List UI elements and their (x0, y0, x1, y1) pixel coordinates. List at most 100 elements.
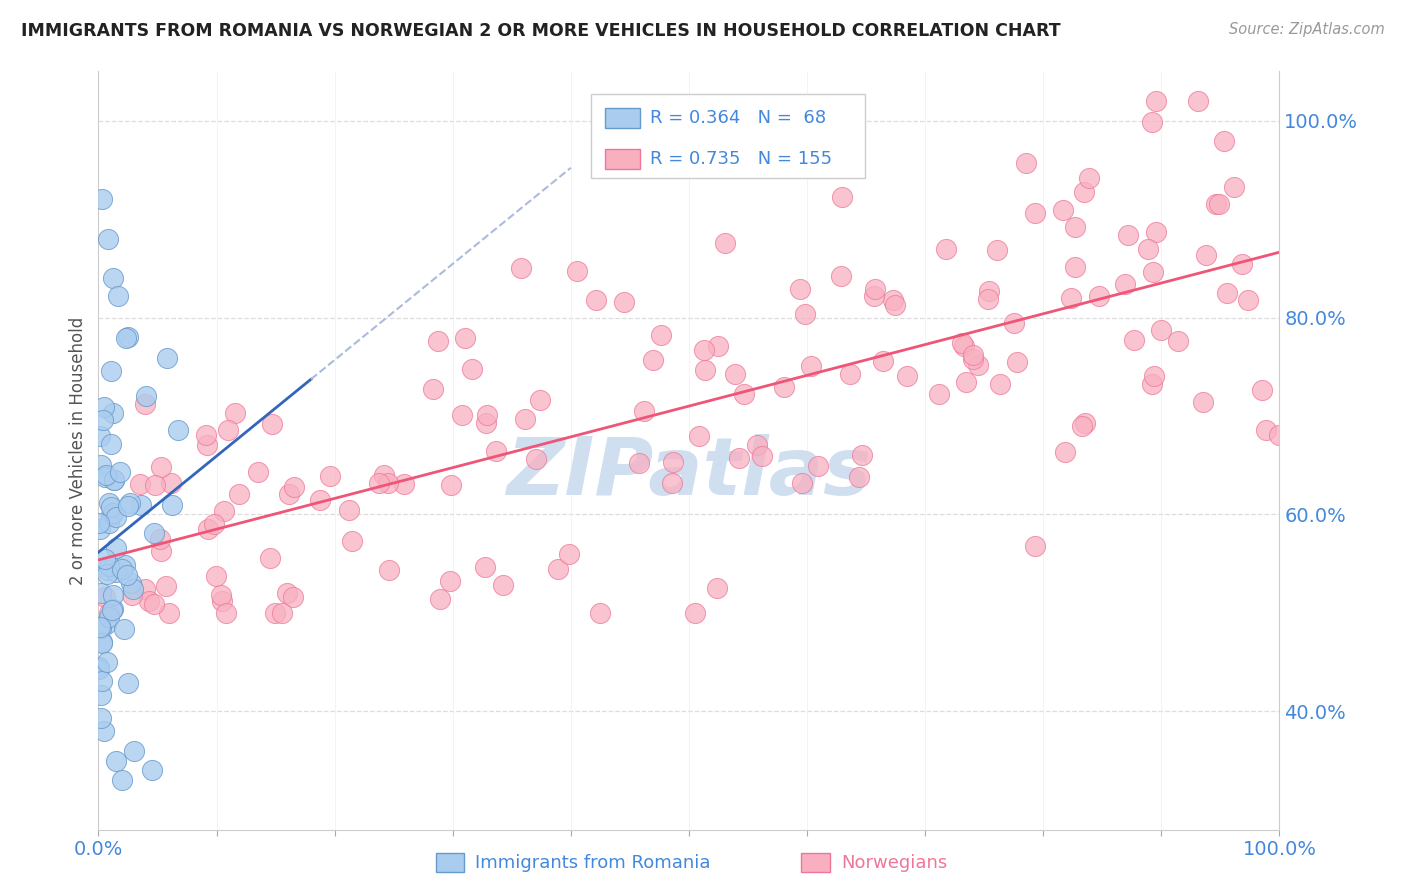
Point (851, 448, 873, 462)
Point (195, 428, 218, 442)
Point (1216, 286, 1239, 301)
Point (143, 525, 166, 540)
Point (91, 413, 114, 427)
Point (1087, 289, 1109, 303)
Point (688, 429, 710, 443)
Point (121, 588, 143, 602)
Point (751, 450, 773, 464)
Point (1167, 334, 1189, 348)
Point (129, 477, 152, 491)
Point (120, 496, 142, 510)
Point (1005, 355, 1028, 369)
Point (103, 473, 125, 487)
Point (157, 606, 180, 620)
Point (1073, 185, 1095, 199)
Point (661, 455, 683, 469)
Point (883, 298, 905, 312)
Point (209, 588, 232, 602)
Point (1052, 202, 1074, 217)
Point (643, 353, 665, 368)
Point (260, 417, 283, 431)
Point (1192, 395, 1215, 409)
Point (1254, 423, 1277, 437)
Point (89, 620, 111, 634)
Point (149, 533, 172, 547)
Point (952, 339, 974, 353)
Point (94, 552, 117, 566)
Point (1267, 428, 1289, 442)
Point (955, 375, 977, 389)
Point (224, 406, 246, 420)
Point (204, 569, 226, 583)
Point (89, 428, 111, 442)
Point (422, 382, 444, 396)
Point (100, 437, 122, 451)
Point (863, 282, 886, 296)
Point (872, 354, 894, 368)
Point (1144, 225, 1167, 239)
Point (1237, 293, 1260, 307)
Point (87, 660, 110, 674)
Point (1187, 94, 1209, 108)
Point (104, 565, 127, 579)
Point (962, 351, 984, 366)
Point (1223, 180, 1246, 194)
Point (773, 379, 796, 393)
Point (309, 493, 332, 508)
Point (100, 364, 122, 378)
Point (1150, 323, 1173, 337)
Point (111, 773, 134, 788)
Point (277, 487, 299, 501)
Point (1071, 418, 1094, 433)
Point (211, 593, 233, 607)
Point (800, 359, 823, 373)
Point (97, 606, 120, 620)
Point (117, 499, 139, 513)
Point (97, 232, 120, 246)
Point (839, 367, 862, 381)
Point (1144, 94, 1167, 108)
Point (427, 334, 450, 348)
Point (724, 367, 747, 381)
Point (1143, 368, 1166, 383)
Point (627, 456, 650, 470)
Point (683, 606, 706, 620)
Point (103, 406, 125, 420)
Point (1122, 333, 1144, 347)
Point (558, 548, 581, 562)
Point (202, 517, 225, 532)
Point (276, 586, 298, 600)
Point (120, 576, 142, 591)
Point (935, 242, 957, 256)
Point (1059, 292, 1081, 306)
Point (1064, 220, 1087, 235)
Point (100, 500, 122, 514)
Point (733, 386, 755, 401)
Point (91, 193, 114, 207)
Point (977, 292, 1000, 306)
Point (340, 533, 363, 548)
Point (97, 610, 120, 624)
Point (1208, 197, 1230, 211)
Point (515, 412, 537, 426)
Point (977, 285, 1000, 299)
Point (114, 331, 136, 345)
Point (134, 397, 156, 411)
Point (246, 465, 269, 479)
Point (90, 634, 112, 648)
Point (1078, 171, 1101, 186)
Point (101, 602, 124, 616)
Point (439, 574, 461, 589)
Point (135, 389, 157, 403)
Point (1251, 383, 1274, 397)
Point (90, 688, 112, 702)
Point (87, 516, 110, 531)
Point (950, 335, 973, 350)
Text: Immigrants from Romania: Immigrants from Romania (475, 854, 710, 871)
Point (633, 403, 655, 417)
Point (93, 400, 115, 414)
Point (896, 369, 918, 384)
Text: R = 0.735   N = 155: R = 0.735 N = 155 (650, 150, 832, 169)
Point (212, 504, 235, 518)
Point (962, 348, 984, 362)
